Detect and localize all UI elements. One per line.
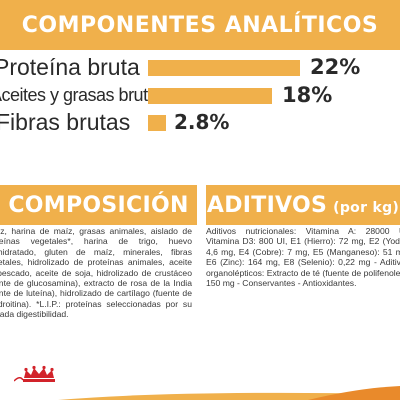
- additives-title-wrap: ADITIVOS (por kg): [207, 193, 399, 218]
- composition-text: Arroz, harina de maíz, grasas animales, …: [0, 226, 192, 320]
- nutrient-bar: [148, 60, 300, 76]
- additives-text-block: Aditivos nutricionales: Vitamina A: 2800…: [206, 226, 400, 288]
- additives-title: ADITIVOS: [206, 192, 328, 218]
- nutrient-bar: [148, 88, 272, 104]
- nutrient-row-fiber: Fibras brutas 2.8%: [0, 109, 400, 135]
- decorative-bottom-band: [58, 386, 400, 400]
- nutrient-value: 22%: [310, 55, 361, 79]
- nutrient-value: 2.8%: [174, 110, 230, 134]
- additives-unit: (por kg): [333, 199, 400, 216]
- nutrient-label: Fibras brutas: [0, 109, 131, 135]
- additives-header: ADITIVOS (por kg): [206, 185, 400, 225]
- nutrient-value: 18%: [282, 83, 333, 107]
- composition-title: COMPOSICIÓN: [8, 192, 189, 218]
- composition-text-block: Arroz, harina de maíz, grasas animales, …: [0, 226, 192, 320]
- analytical-components-banner: COMPONENTES ANALÍTICOS: [0, 0, 400, 50]
- analytical-components-title: COMPONENTES ANALÍTICOS: [21, 12, 379, 38]
- nutrient-label: Aceites y grasas brutos: [0, 85, 166, 105]
- royal-canin-crown-icon: [14, 365, 55, 382]
- nutrient-label: Proteína bruta: [0, 54, 140, 80]
- composition-header: COMPOSICIÓN: [0, 185, 197, 225]
- additives-text: Aditivos nutricionales: Vitamina A: 2800…: [206, 226, 400, 289]
- nutrient-bar: [148, 115, 166, 131]
- nutrient-row-fats: Aceites y grasas brutos 18%: [0, 82, 400, 108]
- nutrient-row-protein: Proteína bruta 22%: [0, 54, 400, 80]
